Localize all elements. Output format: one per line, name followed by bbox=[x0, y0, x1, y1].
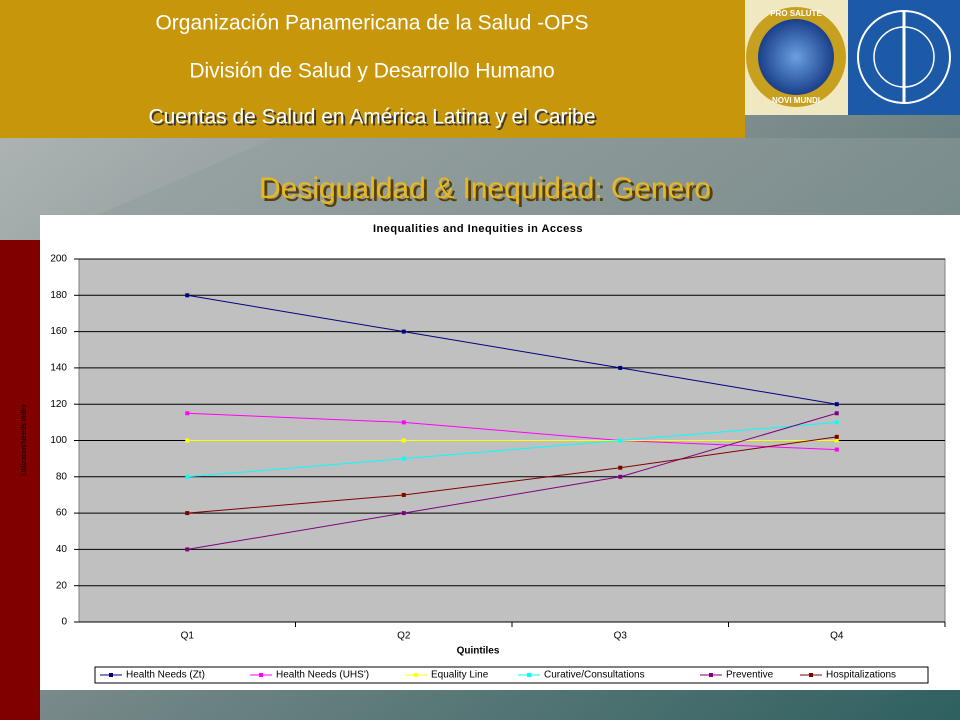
point bbox=[401, 329, 406, 334]
point bbox=[185, 438, 190, 443]
x-axis-label: Quintiles bbox=[457, 646, 500, 657]
legend-label: Health Needs (Zt) bbox=[126, 670, 205, 681]
point bbox=[185, 474, 190, 479]
legend-label: Health Needs (UHS') bbox=[276, 670, 369, 681]
y-tick-label: 0 bbox=[61, 617, 67, 628]
legend-marker bbox=[709, 673, 713, 677]
point bbox=[618, 438, 623, 443]
x-tick-label: Q1 bbox=[181, 631, 195, 642]
point bbox=[618, 465, 623, 470]
y-axis-label: Utilization/Needs Index bbox=[21, 404, 28, 476]
legend-marker bbox=[414, 673, 418, 677]
header-line: División de Salud y Desarrollo Humano bbox=[189, 60, 554, 83]
point bbox=[401, 511, 406, 516]
point bbox=[834, 434, 839, 439]
legend-marker bbox=[259, 673, 263, 677]
series-line bbox=[187, 436, 837, 514]
x-tick-label: Q3 bbox=[614, 631, 628, 642]
y-tick-label: 80 bbox=[56, 471, 68, 482]
x-tick-label: Q4 bbox=[830, 631, 844, 642]
side-bar bbox=[0, 240, 40, 720]
y-tick-label: 140 bbox=[50, 363, 67, 374]
point bbox=[834, 438, 839, 443]
legend-marker bbox=[809, 673, 813, 677]
point bbox=[834, 402, 839, 407]
y-tick-label: 200 bbox=[50, 254, 67, 265]
y-tick-label: 160 bbox=[50, 326, 67, 337]
legend-label: Preventive bbox=[726, 670, 774, 681]
point bbox=[834, 411, 839, 416]
point bbox=[185, 547, 190, 552]
y-tick-label: 60 bbox=[56, 508, 68, 519]
point bbox=[401, 438, 406, 443]
point bbox=[834, 447, 839, 452]
point bbox=[618, 365, 623, 370]
point bbox=[401, 420, 406, 425]
logo-text: NOVI MUNDI bbox=[772, 96, 820, 105]
point bbox=[185, 511, 190, 516]
legend-box bbox=[94, 666, 929, 684]
header-line: Organización Panamericana de la Salud -O… bbox=[155, 12, 588, 35]
series-line bbox=[187, 421, 837, 478]
y-tick-label: 180 bbox=[50, 290, 67, 301]
decor bbox=[40, 138, 960, 240]
logo-text: PRO SALUTE bbox=[770, 9, 822, 18]
header-shadow: Cuentas de Salud en América Latina y el … bbox=[150, 108, 597, 131]
point bbox=[185, 293, 190, 298]
header-band bbox=[0, 0, 745, 138]
legend-marker bbox=[527, 673, 531, 677]
point bbox=[401, 456, 406, 461]
header-line: Cuentas de Salud en América Latina y el … bbox=[148, 106, 595, 129]
point bbox=[401, 492, 406, 497]
legend-label: Equality Line bbox=[431, 670, 489, 681]
legend-label: Hospitalizations bbox=[826, 670, 896, 681]
y-tick-label: 20 bbox=[56, 580, 68, 591]
legend-marker bbox=[109, 673, 113, 677]
point bbox=[834, 420, 839, 425]
series-line bbox=[187, 294, 837, 405]
logo-globe bbox=[758, 19, 834, 95]
point bbox=[185, 411, 190, 416]
y-tick-label: 100 bbox=[50, 435, 67, 446]
chart-title: Inequalities and Inequities in Access bbox=[373, 223, 583, 235]
series-line bbox=[187, 412, 837, 550]
y-tick-label: 120 bbox=[50, 399, 67, 410]
point bbox=[618, 474, 623, 479]
slide-title: Desigualdad & Inequidad: Genero bbox=[259, 172, 711, 205]
x-tick-label: Q2 bbox=[397, 631, 411, 642]
y-tick-label: 40 bbox=[56, 544, 68, 555]
title-shadow: Desigualdad & Inequidad: Genero bbox=[262, 175, 714, 208]
legend-label: Curative/Consultations bbox=[544, 670, 645, 681]
